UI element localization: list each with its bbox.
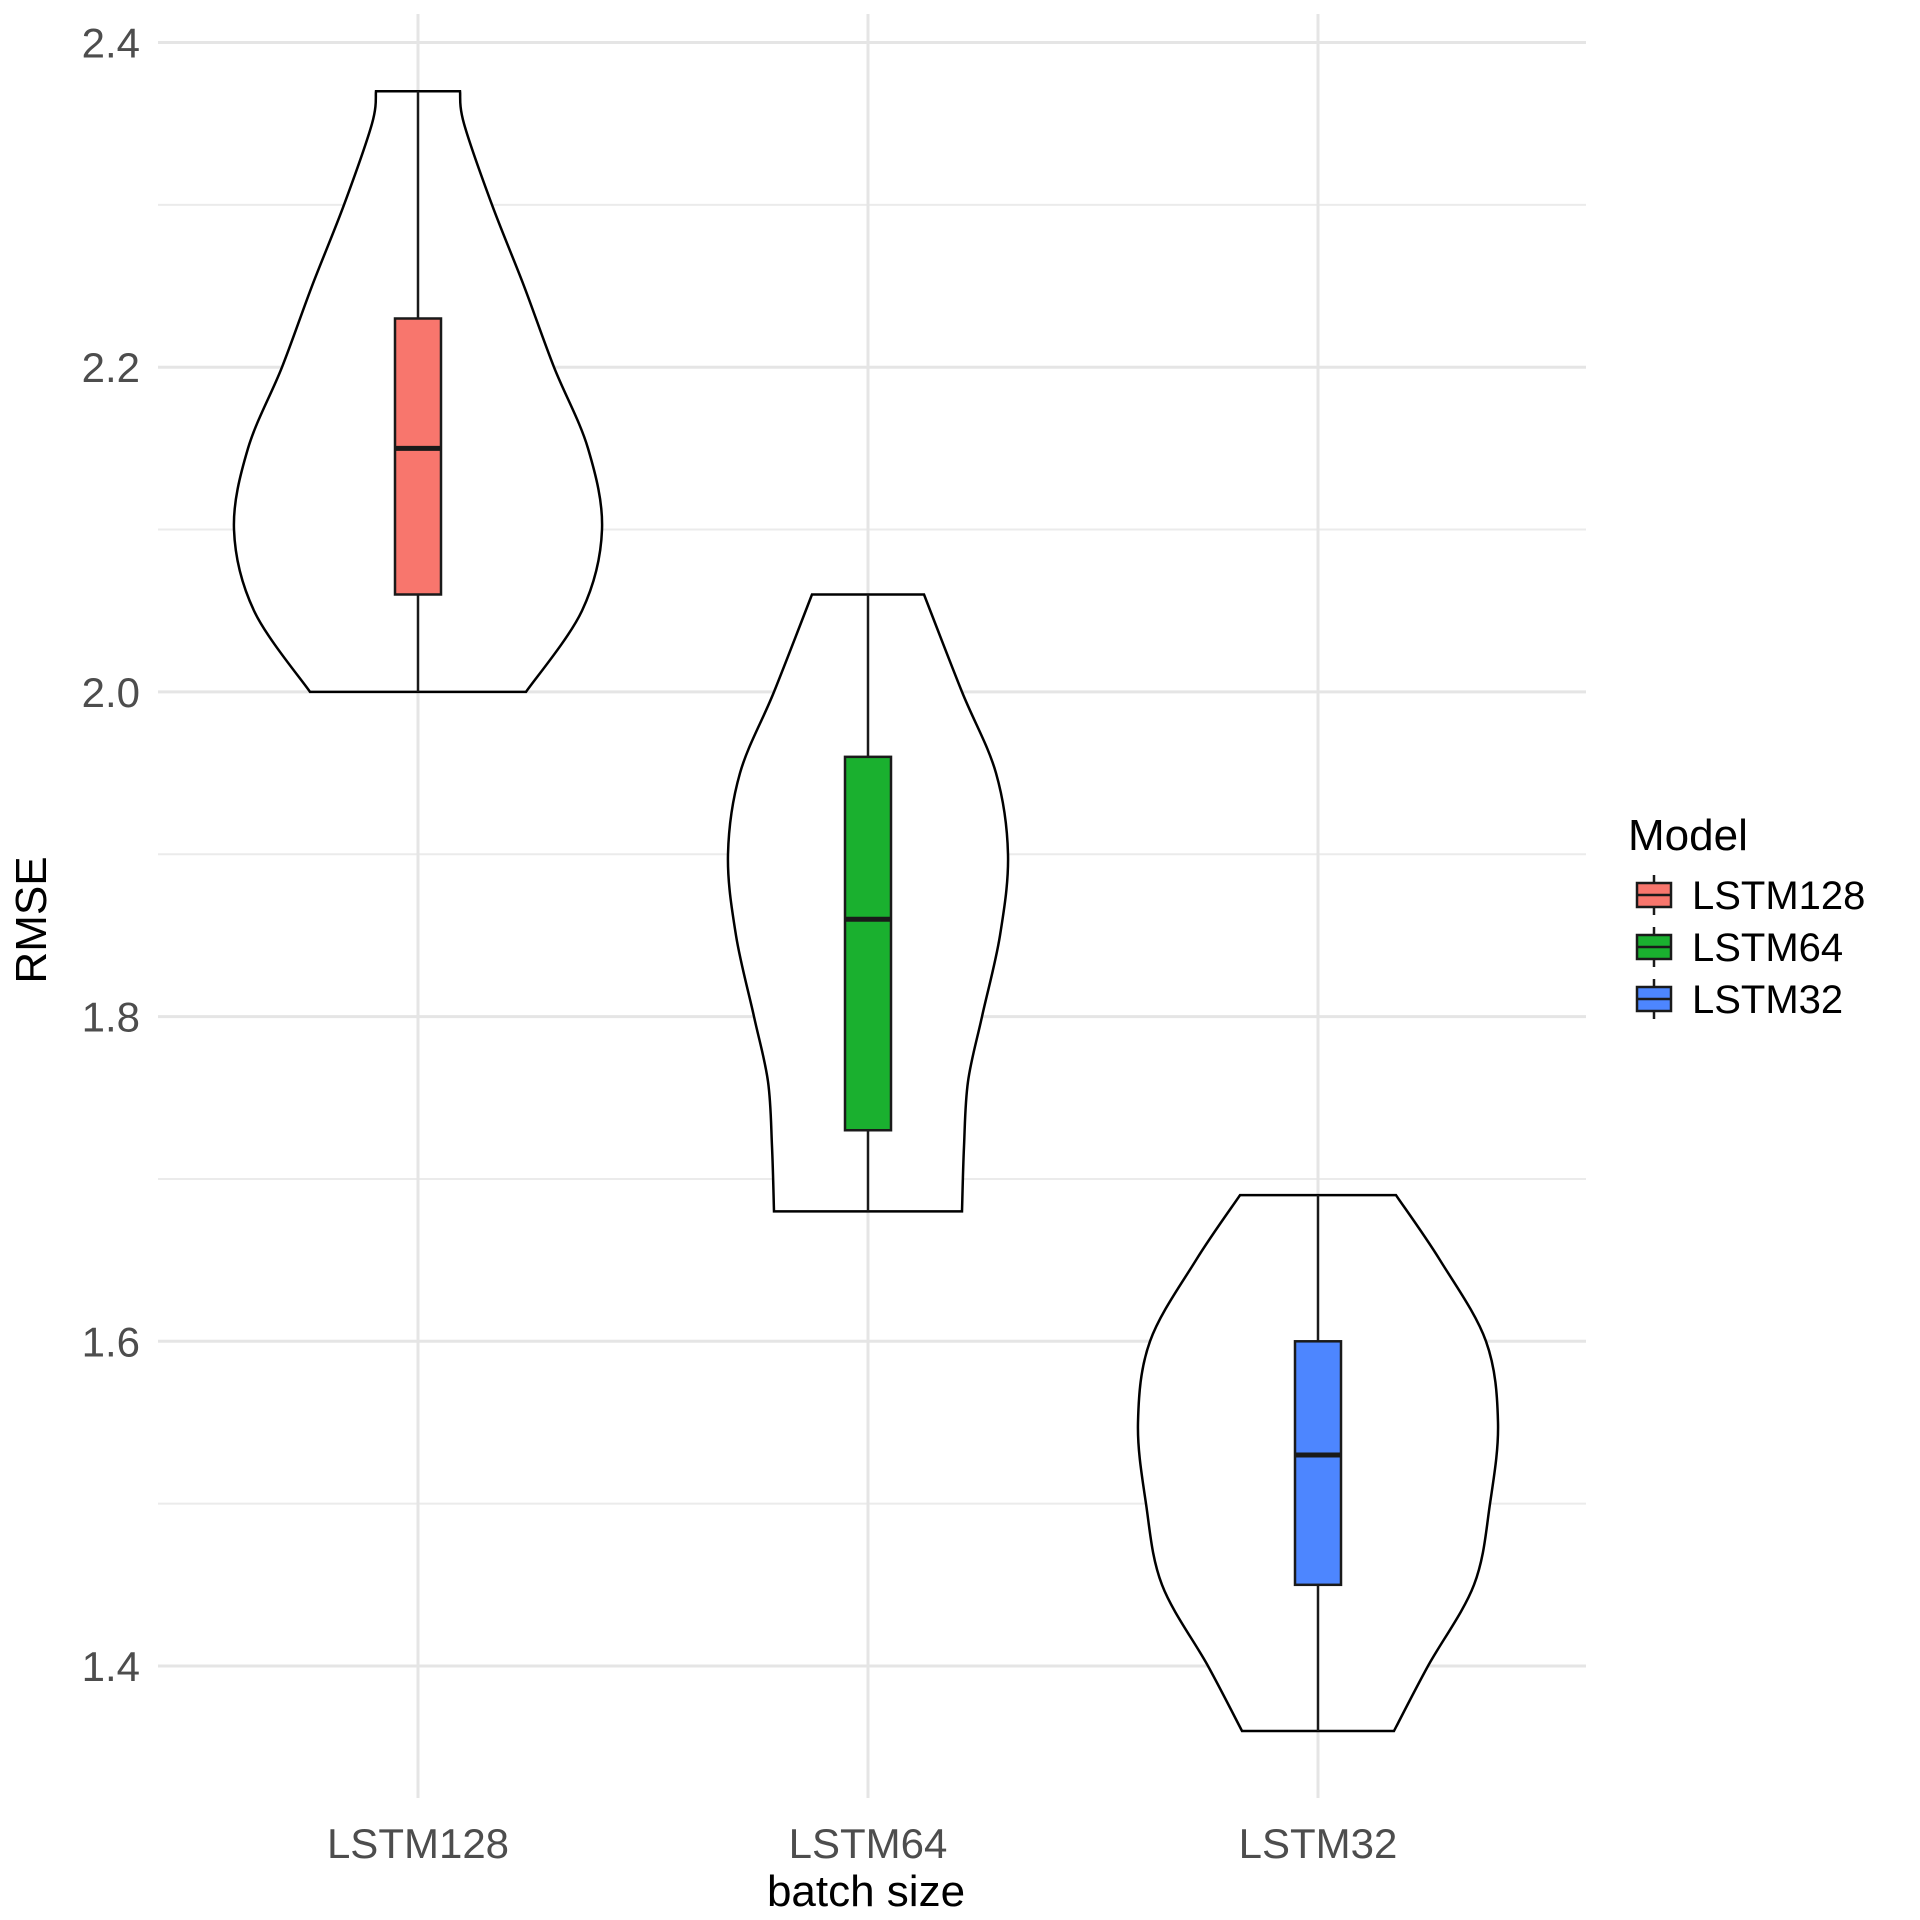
x-axis-title: batch size: [767, 1867, 965, 1916]
box-LSTM32: [1293, 1340, 1343, 1587]
y-axis-title: RMSE: [7, 856, 56, 983]
legend-items: LSTM128 LSTM64 LSTM32: [1635, 874, 1865, 1022]
legend-label: LSTM32: [1692, 978, 1843, 1022]
x-tick-label: LSTM128: [327, 1820, 509, 1867]
legend-title: Model: [1628, 811, 1748, 860]
box-LSTM128: [393, 317, 443, 596]
y-tick-label: 1.4: [82, 1643, 140, 1690]
legend-label: LSTM64: [1692, 926, 1843, 970]
legend-item: LSTM128: [1635, 874, 1865, 918]
x-tick-label: LSTM32: [1239, 1820, 1398, 1867]
y-tick-label: 2.2: [82, 344, 140, 391]
y-axis-tick-labels: 1.4 1.6 1.8 2.0 2.2 2.4: [82, 20, 140, 1691]
legend-label: LSTM128: [1692, 874, 1865, 918]
legend: Model LSTM128 LSTM64 LSTM32: [1628, 811, 1865, 1022]
box-LSTM64: [843, 755, 893, 1132]
y-tick-label: 1.6: [82, 1318, 140, 1365]
legend-item: LSTM32: [1635, 978, 1843, 1022]
x-tick-label: LSTM64: [789, 1820, 948, 1867]
y-tick-label: 2.4: [82, 20, 140, 67]
y-tick-label: 2.0: [82, 669, 140, 716]
boxplots: [393, 91, 1343, 1731]
y-tick-label: 1.8: [82, 994, 140, 1041]
x-axis-tick-labels: LSTM128 LSTM64 LSTM32: [327, 1820, 1397, 1867]
legend-item: LSTM64: [1635, 926, 1843, 970]
